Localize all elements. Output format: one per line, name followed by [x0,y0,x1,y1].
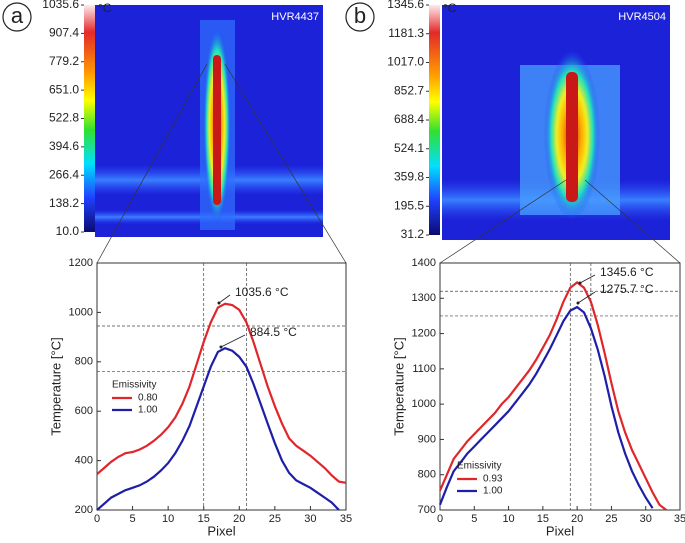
y-tick-label: 600 [75,405,93,417]
legend-label: 1.00 [138,405,158,416]
zoom-lines [96,63,681,264]
y-tick-label: 800 [418,469,436,481]
x-tick-label: 35 [340,513,352,525]
camera-id: HVR4437 [271,11,319,23]
x-tick-label: 10 [162,513,174,525]
y-tick-label: 1000 [69,306,93,318]
annotation: 1275.7 °C [600,282,654,296]
y-tick-label: 1200 [69,257,93,269]
thermal-image-b [442,5,670,240]
x-tick-label: 35 [674,513,685,525]
x-tick-label: 25 [269,513,281,525]
panel-label: a [11,3,24,28]
x-tick-label: 30 [304,513,316,525]
annotation: 1035.6 °C [235,285,289,299]
x-tick-label: 15 [537,513,549,525]
colorbar-tick-label: 10.0 [56,224,80,238]
thermal-image-a [95,5,323,237]
panel-label-circle [345,2,375,32]
colorbar-tick-label: 651.0 [49,82,79,96]
y-axis-label: Temperature [°C] [391,337,406,435]
x-tick-label: 0 [94,513,100,525]
x-axis-label: Pixel [546,523,574,538]
colorbar-tick-label: 1181.3 [388,26,424,40]
colorbar-tick-label: 1017.0 [387,55,424,69]
x-tick-label: 0 [437,513,443,525]
y-tick-label: 900 [418,433,436,445]
annotation-arrowhead [219,345,223,349]
colorbar-tick-label: 195.5 [394,198,424,212]
x-tick-label: 20 [233,513,245,525]
x-tick-label: 5 [130,513,136,525]
colorbar-tick-label: 1035.6 [42,0,79,11]
legend-title: Emissivity [112,380,156,391]
colorbar-tick-label: 138.2 [49,196,79,210]
colorbar-tick-label: 779.2 [49,54,79,68]
y-tick-label: 1200 [412,327,436,339]
y-tick-label: 1300 [412,292,436,304]
y-tick-label: 1100 [412,363,436,375]
annotation: 1345.6 °C [600,265,654,279]
colorbar-tick-label: 522.8 [49,111,79,125]
camera-id: HVR4504 [618,11,666,23]
annotation-arrow [220,334,246,348]
annotation-arrowhead [576,301,580,305]
y-tick-label: 700 [418,504,436,516]
plot-frame [439,262,681,511]
panel-label: b [354,3,366,28]
x-axis-label: Pixel [207,523,235,538]
y-axis-label: Temperature [°C] [48,337,63,435]
colorbar-tick-label: 852.7 [394,83,424,97]
annotation-arrow [577,291,596,304]
colorbar-tick-label: 524.1 [394,141,424,155]
series-line [96,302,347,484]
annotation-arrow [579,274,596,284]
colorbar-tick-label: 1345.6 [387,0,424,11]
legend-label: 0.93 [483,474,503,485]
colorbar-tick-label: 907.4 [49,26,79,40]
colorbar-tick-label: 688.4 [394,112,424,126]
y-tick-label: 800 [75,356,93,368]
legend-label: 1.00 [483,486,503,497]
colorbar-tick-label: 359.8 [394,170,424,184]
series-line [438,305,654,509]
panel-label-circle [2,2,32,32]
colorbar-tick-label: 394.6 [49,139,79,153]
x-tick-label: 25 [605,513,617,525]
annotation: 884.5 °C [250,325,297,339]
legend-title: Emissivity [457,461,501,472]
x-tick-label: 20 [571,513,583,525]
annotation-arrowhead [217,301,221,305]
x-tick-label: 15 [198,513,210,525]
y-tick-label: 200 [75,504,93,516]
plot-frame [96,262,347,511]
x-tick-label: 5 [471,513,477,525]
y-tick-label: 400 [75,455,93,467]
colorbar-unit: °C [443,1,457,15]
colorbar-unit: °C [98,1,112,15]
series-line [438,281,667,511]
colorbar [429,5,440,235]
x-tick-label: 10 [502,513,514,525]
annotation-arrow [218,294,231,304]
legend-label: 0.80 [138,393,158,404]
y-tick-label: 1000 [412,398,436,410]
y-tick-label: 1400 [412,257,436,269]
x-tick-label: 30 [640,513,652,525]
series-line [96,347,340,511]
colorbar-tick-label: 31.2 [401,227,425,241]
colorbar [84,5,95,232]
annotation-arrowhead [578,281,582,285]
colorbar-tick-label: 266.4 [49,167,79,181]
